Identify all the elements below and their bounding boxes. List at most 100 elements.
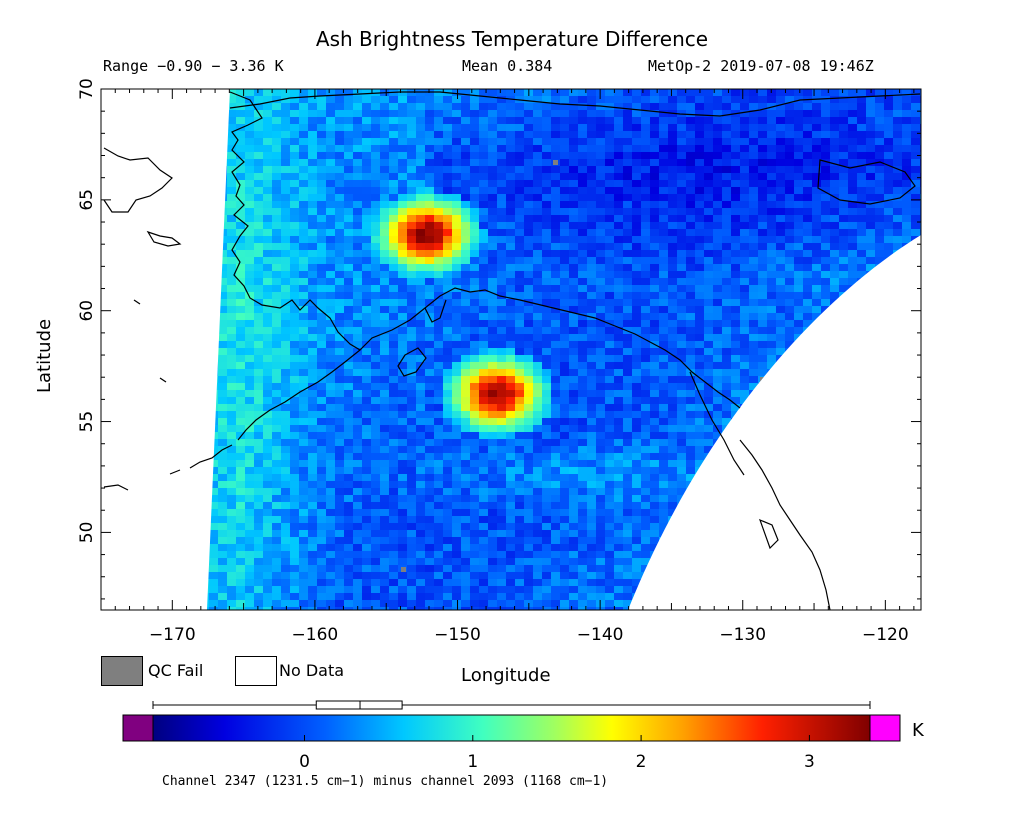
swath-cell xyxy=(884,425,893,432)
swath-cell xyxy=(740,481,749,488)
swath-cell xyxy=(911,201,920,208)
swath-cell xyxy=(848,299,857,306)
swath-cell xyxy=(452,432,461,439)
swath-cell xyxy=(659,145,668,152)
swath-cell xyxy=(470,495,479,502)
swath-cell xyxy=(207,138,209,145)
swath-cell xyxy=(207,334,209,341)
swath-cell xyxy=(281,166,290,173)
swath-cell xyxy=(587,215,596,222)
swath-cell xyxy=(443,278,452,285)
swath-cell xyxy=(389,117,398,124)
swath-cell xyxy=(407,502,416,509)
swath-cell xyxy=(587,250,596,257)
swath-cell xyxy=(524,257,533,264)
swath-cell xyxy=(479,89,488,96)
swath-cell xyxy=(767,411,776,418)
swath-cell xyxy=(632,145,641,152)
swath-cell xyxy=(533,376,542,383)
swath-cell xyxy=(839,89,848,96)
swath-cell xyxy=(362,376,371,383)
swath-cell xyxy=(623,488,632,495)
swath-cell xyxy=(443,467,452,474)
swath-cell xyxy=(470,215,479,222)
swath-cell xyxy=(533,348,542,355)
swath-cell xyxy=(794,138,803,145)
swath-cell xyxy=(794,446,803,453)
swath-cell xyxy=(207,376,209,383)
swath-cell xyxy=(551,264,560,271)
swath-cell xyxy=(497,173,506,180)
swath-cell xyxy=(443,124,452,131)
swath-cell xyxy=(263,96,272,103)
swath-cell xyxy=(668,229,677,236)
swath-cell xyxy=(776,390,785,397)
swath-cell xyxy=(272,383,281,390)
swath-cell xyxy=(605,369,614,376)
swath-cell xyxy=(227,117,236,124)
swath-cell xyxy=(515,348,524,355)
swath-cell xyxy=(776,425,785,432)
swath-cell xyxy=(785,383,794,390)
swath-cell xyxy=(767,222,776,229)
swath-cell xyxy=(299,488,308,495)
swath-cell xyxy=(875,229,884,236)
swath-cell xyxy=(245,257,254,264)
swath-cell xyxy=(344,229,353,236)
swath-cell xyxy=(830,495,839,502)
swath-cell xyxy=(875,369,884,376)
swath-cell xyxy=(263,460,272,467)
swath-cell xyxy=(326,334,335,341)
swath-cell xyxy=(479,418,488,425)
swath-cell xyxy=(207,502,209,509)
swath-cell xyxy=(218,131,227,138)
swath-cell xyxy=(767,257,776,264)
swath-cell xyxy=(893,124,902,131)
swath-cell xyxy=(722,509,731,516)
swath-cell xyxy=(632,257,641,264)
swath-cell xyxy=(281,509,290,516)
swath-cell xyxy=(207,215,209,222)
swath-cell xyxy=(398,327,407,334)
swath-cell xyxy=(794,341,803,348)
swath-cell xyxy=(686,96,695,103)
swath-cell xyxy=(641,306,650,313)
swath-cell xyxy=(488,166,497,173)
swath-cell xyxy=(758,488,767,495)
swath-cell xyxy=(713,271,722,278)
swath-cell xyxy=(605,110,614,117)
swath-cell xyxy=(785,334,794,341)
swath-cell xyxy=(207,362,209,369)
swath-cell xyxy=(614,215,623,222)
swath-cell xyxy=(479,425,488,432)
swath-cell xyxy=(776,271,785,278)
swath-cell xyxy=(821,397,830,404)
swath-cell xyxy=(812,453,821,460)
swath-cell xyxy=(902,355,911,362)
swath-cell xyxy=(551,194,560,201)
swath-cell xyxy=(398,271,407,278)
swath-cell xyxy=(848,355,857,362)
swath-cell xyxy=(605,376,614,383)
swath-cell xyxy=(650,320,659,327)
swath-cell xyxy=(461,173,470,180)
swath-cell xyxy=(902,152,911,159)
swath-cell xyxy=(551,453,560,460)
swath-cell xyxy=(488,502,497,509)
swath-cell xyxy=(326,509,335,516)
swath-cell xyxy=(578,369,587,376)
swath-cell xyxy=(236,152,245,159)
swath-cell xyxy=(893,229,902,236)
swath-cell xyxy=(488,103,497,110)
swath-cell xyxy=(353,229,362,236)
swath-cell xyxy=(902,334,911,341)
swath-cell xyxy=(236,117,245,124)
swath-cell xyxy=(812,376,821,383)
swath-cell xyxy=(263,138,272,145)
swath-cell xyxy=(209,509,218,516)
swath-cell xyxy=(335,96,344,103)
swath-cell xyxy=(542,299,551,306)
swath-cell xyxy=(758,159,767,166)
swath-cell xyxy=(866,488,875,495)
